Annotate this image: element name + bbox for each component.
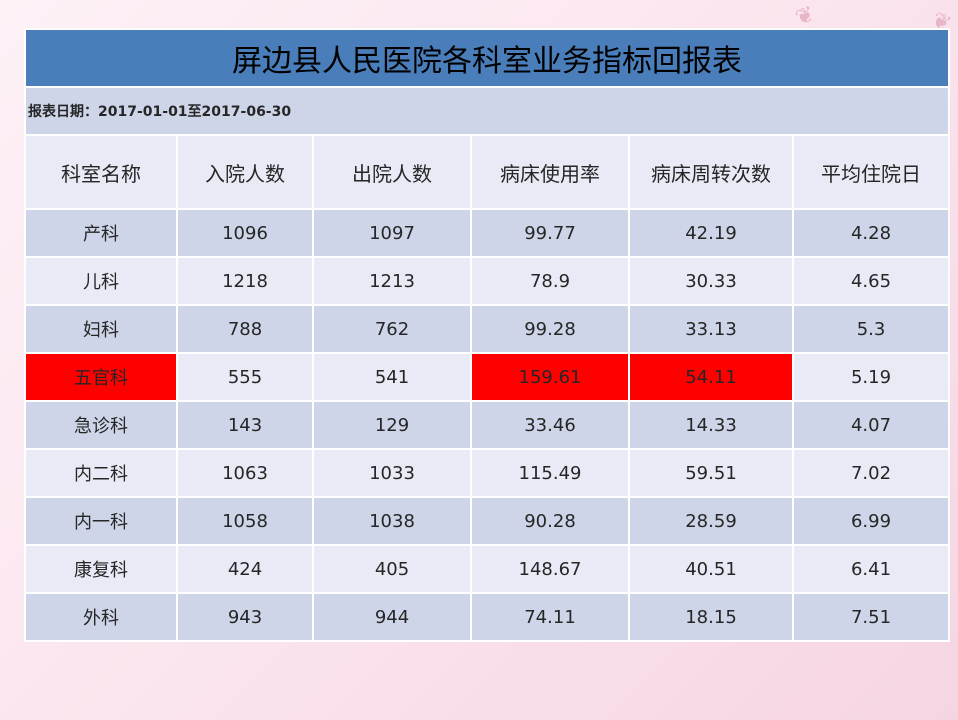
column-header: 病床使用率 [470,134,630,210]
table-cell: 6.99 [791,496,951,546]
table-cell: 1063 [176,448,314,498]
table-row: 外科 943 944 74.11 18.15 7.51 [24,592,951,642]
department-name-cell: 五官科 [24,352,178,402]
table-cell: 541 [312,352,472,402]
table-cell: 99.28 [470,304,630,354]
table-cell: 555 [176,352,314,402]
column-header: 病床周转次数 [628,134,794,210]
table-cell: 148.67 [470,544,630,594]
table-cell: 159.61 [470,352,630,402]
table-row: 产科 1096 1097 99.77 42.19 4.28 [24,208,951,258]
table-cell: 7.02 [791,448,951,498]
table-cell: 74.11 [470,592,630,642]
table-cell: 6.41 [791,544,951,594]
table-row: 急诊科 143 129 33.46 14.33 4.07 [24,400,951,450]
table-row: 儿科 1218 1213 78.9 30.33 4.65 [24,256,951,306]
column-header: 平均住院日 [791,134,951,210]
report-title: 屏边县人民医院各科室业务指标回报表 [23,28,951,88]
table-cell: 1218 [176,256,314,306]
table-cell: 405 [312,544,472,594]
table-row: 内二科 1063 1033 115.49 59.51 7.02 [24,448,951,498]
table-cell: 90.28 [470,496,630,546]
table-cell: 1033 [312,448,472,498]
table-row: 妇科 788 762 99.28 33.13 5.3 [24,304,951,354]
table-cell: 4.07 [791,400,951,450]
table-row: 康复科 424 405 148.67 40.51 6.41 [24,544,951,594]
table-cell: 129 [312,400,472,450]
table-cell: 4.28 [791,208,951,258]
department-name-cell: 产科 [24,208,178,258]
table-cell: 1213 [312,256,472,306]
department-name-cell: 急诊科 [24,400,178,450]
table-cell: 944 [312,592,472,642]
table-cell: 762 [312,304,472,354]
department-name-cell: 外科 [24,592,178,642]
decorative-petal-icon: ❦ [792,1,819,32]
table-cell: 1058 [176,496,314,546]
table-cell: 943 [176,592,314,642]
table-header-row: 科室名称 入院人数 出院人数 病床使用率 病床周转次数 平均住院日 [24,134,951,210]
table-cell: 1097 [312,208,472,258]
table-cell: 4.65 [791,256,951,306]
table-cell: 28.59 [628,496,794,546]
report-date-label: 报表日期： [28,104,98,120]
table-cell: 54.11 [628,352,794,402]
table-cell: 7.51 [791,592,951,642]
table-cell: 143 [176,400,314,450]
table-row: 五官科 555 541 159.61 54.11 5.19 [24,352,951,402]
table-cell: 30.33 [628,256,794,306]
table-cell: 1096 [176,208,314,258]
department-name-cell: 内二科 [24,448,178,498]
table-row: 内一科 1058 1038 90.28 28.59 6.99 [24,496,951,546]
table-cell: 1038 [312,496,472,546]
table-cell: 40.51 [628,544,794,594]
table-cell: 424 [176,544,314,594]
department-name-cell: 儿科 [24,256,178,306]
table-cell: 78.9 [470,256,630,306]
column-header: 入院人数 [176,134,314,210]
table-cell: 33.46 [470,400,630,450]
report-date: 报表日期：2017-01-01至2017-06-30 [23,86,951,136]
table-cell: 33.13 [628,304,794,354]
department-name-cell: 妇科 [24,304,178,354]
table-cell: 115.49 [470,448,630,498]
table-cell: 18.15 [628,592,794,642]
table-cell: 42.19 [628,208,794,258]
department-name-cell: 内一科 [24,496,178,546]
column-header: 出院人数 [312,134,472,210]
table-cell: 5.3 [791,304,951,354]
report-date-range: 2017-01-01至2017-06-30 [98,104,292,120]
report-table: 屏边县人民医院各科室业务指标回报表 报表日期：2017-01-01至2017-0… [23,28,951,642]
table-cell: 5.19 [791,352,951,402]
table-cell: 59.51 [628,448,794,498]
table-cell: 14.33 [628,400,794,450]
column-header: 科室名称 [24,134,178,210]
department-name-cell: 康复科 [24,544,178,594]
table-cell: 99.77 [470,208,630,258]
table-cell: 788 [176,304,314,354]
